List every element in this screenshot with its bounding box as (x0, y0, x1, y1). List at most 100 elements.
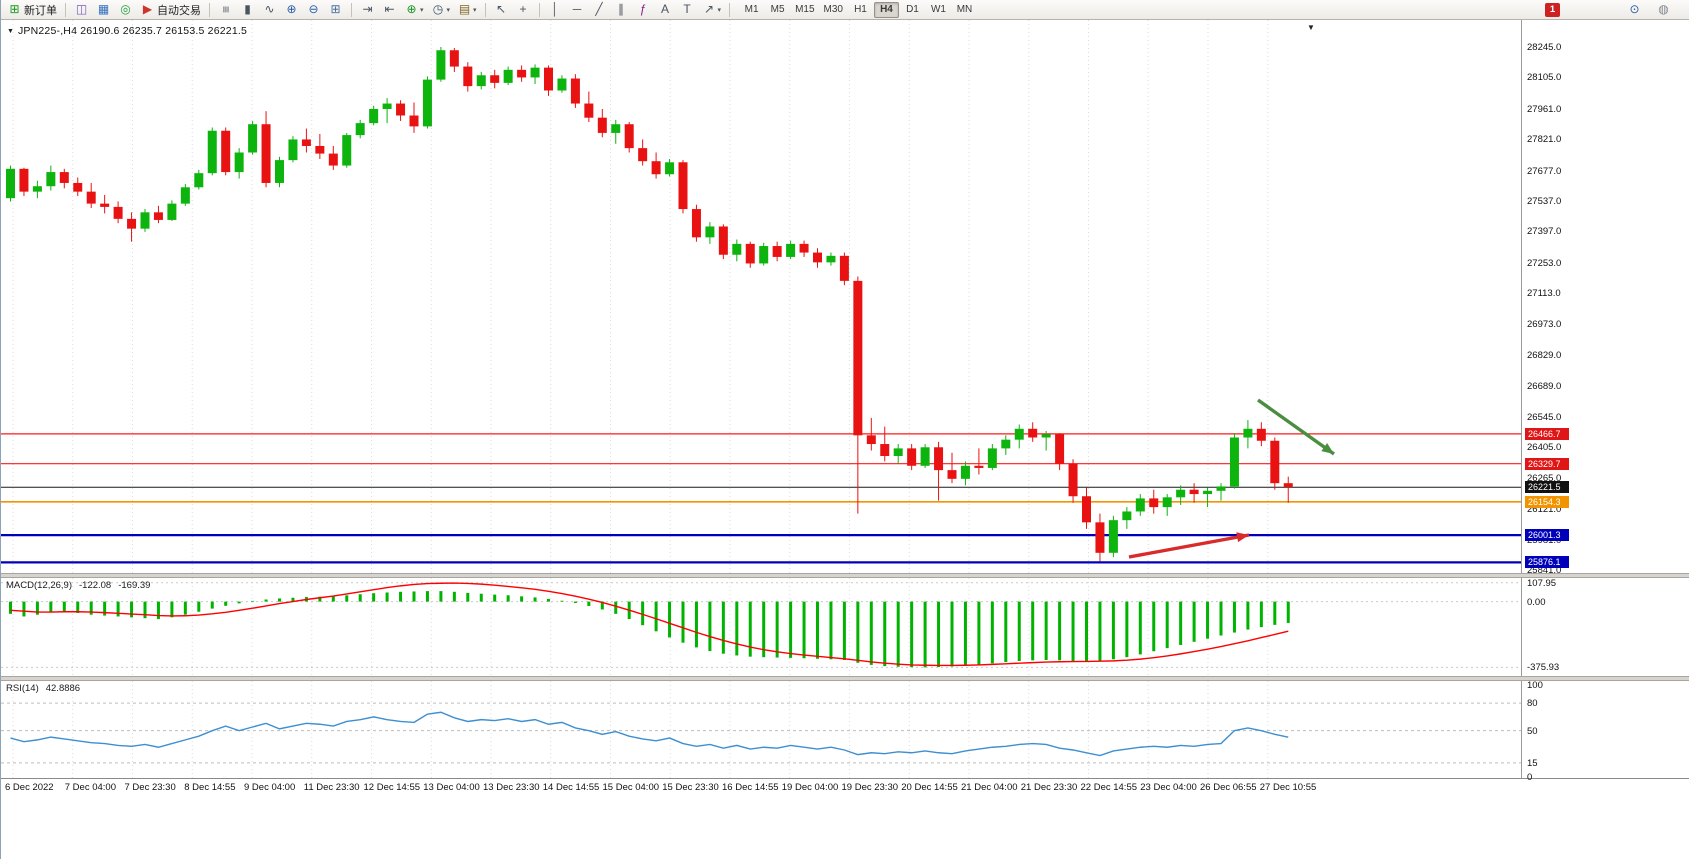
community-icon[interactable]: ◍ (1653, 1, 1674, 19)
rsi-label: RSI(14) 42.8886 (6, 683, 80, 694)
indicators-window-glyph-icon: ◫ (75, 2, 88, 16)
text-glyph-icon: A (661, 2, 670, 16)
panel-splitter[interactable] (1, 676, 1689, 681)
price-axis-tick: 27821.0 (1527, 134, 1562, 146)
chart-shift-glyph-icon: ⇤ (384, 2, 395, 16)
timeframe-m1-button[interactable]: M1 (739, 2, 764, 18)
crosshair-icon[interactable]: + (513, 1, 534, 19)
terminal-icon[interactable]: ◎ (115, 1, 136, 19)
new-order-glyph-icon: ⊞ (9, 2, 20, 16)
fibonacci-glyph-icon: ƒ (639, 2, 647, 16)
uptrend-arrow (1128, 533, 1250, 559)
rsi-axis-tick: 80 (1527, 698, 1538, 710)
time-axis-label: 13 Dec 04:00 (423, 782, 480, 793)
arrows-menu-button[interactable]: ↗ ▾ (699, 1, 725, 19)
time-axis-label: 26 Dec 06:55 (1200, 782, 1257, 793)
autotrading-button[interactable]: ▶ 自动交易 (137, 1, 204, 19)
candles-layer (6, 46, 1293, 562)
new-order-button[interactable]: ⊞ 新订单 (4, 1, 60, 19)
zoom-in-icon[interactable]: ⊕ (281, 1, 302, 19)
tile-windows-icon[interactable]: ⊞ (325, 1, 346, 19)
toolbar-separator (729, 2, 731, 17)
time-axis-label: 7 Dec 23:30 (124, 782, 176, 793)
equidistant-channel-icon[interactable]: ∥ (611, 1, 632, 19)
vertical-line-icon[interactable]: │ (545, 1, 566, 19)
timeframe-w1-button[interactable]: W1 (926, 2, 951, 18)
timeframe-h4-button[interactable]: H4 (873, 1, 899, 18)
window-bottom-area (1, 796, 1689, 859)
notification-badge[interactable]: 1 (1545, 2, 1560, 17)
add-indicator-button[interactable]: ⊕ ▾ (401, 1, 427, 19)
tile-windows-glyph-icon: ⊞ (330, 2, 341, 16)
zoom-out-icon[interactable]: ⊖ (303, 1, 324, 19)
text-label-glyph-icon: T (683, 2, 691, 16)
text-icon[interactable]: A (655, 1, 676, 19)
indicators-window-icon[interactable]: ◫ (71, 1, 92, 19)
macd-levels-layer (1, 582, 1521, 668)
template-menu-button[interactable]: ▤ ▾ (454, 1, 480, 19)
macd-signal-value: -169.39 (118, 580, 151, 591)
rsi-name: RSI(14) (6, 683, 39, 694)
macd-axis-tick: 107.95 (1527, 577, 1557, 589)
time-axis-label: 19 Dec 23:30 (841, 782, 899, 793)
line-chart-type-icon[interactable]: ∿ (259, 1, 280, 19)
price-axis[interactable]: 28245.0 28105.0 27961.0 27821.0 27677.0 27537… (1523, 20, 1689, 576)
trendline-icon[interactable]: ╱ (589, 1, 610, 19)
time-axis-label: 27 Dec 10:55 (1259, 782, 1317, 793)
rsi-levels-layer (1, 702, 1521, 764)
cursor-icon[interactable]: ↖ (491, 1, 512, 19)
dropdown-caret-icon: ▾ (473, 6, 477, 14)
macd-axis: 107.95 0.00 -375.93 (1523, 578, 1689, 676)
time-axis-label: 15 Dec 04:00 (602, 782, 660, 793)
search-icon[interactable]: ⊙ (1624, 1, 1645, 19)
chart-shift-icon[interactable]: ⇤ (379, 1, 400, 19)
macd-name: MACD(12,26,9) (6, 580, 72, 591)
support-price-tag-2: 25876.1 (1525, 556, 1569, 569)
timeframe-d1-button[interactable]: D1 (900, 2, 925, 18)
price-chart-canvas[interactable] (1, 20, 1689, 573)
time-axis[interactable]: 6 Dec 2022 7 Dec 04:00 7 Dec 23:30 8 Dec 14… (1, 778, 1689, 796)
macd-axis-tick: -375.93 (1527, 662, 1560, 674)
fibonacci-icon[interactable]: ƒ (633, 1, 654, 19)
downtrend-arrow (1257, 398, 1335, 456)
vertical-line-glyph-icon: │ (551, 2, 559, 16)
timeframe-m15-button[interactable]: M15 (791, 2, 818, 18)
text-label-icon[interactable]: T (677, 1, 698, 19)
time-axis-label: 21 Dec 04:00 (961, 782, 1018, 793)
toolbar-separator (65, 2, 66, 17)
timeframe-m5-button[interactable]: M5 (765, 2, 790, 18)
collapse-triangle-icon[interactable]: ▼ (7, 27, 14, 35)
auto-scroll-icon[interactable]: ⇥ (357, 1, 378, 19)
timeframe-mn-button[interactable]: MN (952, 2, 977, 18)
time-axis-label: 12 Dec 14:55 (363, 782, 421, 793)
market-watch-icon[interactable]: ▦ (93, 1, 114, 19)
price-axis-tick: 25841.0 (1527, 564, 1562, 576)
shift-end-marker-icon[interactable]: ▼ (1307, 23, 1315, 32)
annotations-layer (1128, 398, 1335, 559)
toolbar-separator (209, 2, 210, 17)
panel-splitter[interactable] (1, 573, 1689, 578)
macd-main-value: -122.08 (79, 580, 112, 591)
toolbar: ⊞ 新订单 ◫ ▦ ◎ ▶ 自动交易 ≡ ▮ ∿ ⊕ ⊖ ⊞ ⇥ ⇤ ⊕ ▾ ◷ ▾ ▤ ▾ ↖ + │ ─ ╱ ∥ ƒ A T ↗ ▾ M1… (1, 0, 1689, 20)
crosshair-glyph-icon: + (519, 2, 527, 16)
timeframe-h1-button[interactable]: H1 (848, 2, 873, 18)
time-axis-label: 8 Dec 14:55 (184, 782, 236, 793)
price-chart-panel[interactable]: ▼ JPN225-,H4 26190.6 26235.7 26153.5 262… (1, 20, 1689, 576)
price-axis-tick: 27961.0 (1527, 103, 1562, 115)
rsi-axis: 100 80 50 15 0 (1523, 680, 1689, 783)
candlestick-type-icon[interactable]: ▮ (237, 1, 258, 19)
price-axis-tick: 26973.0 (1527, 318, 1562, 330)
horizontal-line-icon[interactable]: ─ (567, 1, 588, 19)
macd-panel[interactable]: MACD(12,26,9) -122.08 -169.39 107.95 0.00… (1, 578, 1689, 676)
timeframe-m30-button[interactable]: M30 (820, 2, 847, 18)
rsi-canvas (1, 681, 1522, 778)
time-axis-label: 14 Dec 14:55 (542, 782, 600, 793)
rsi-axis-tick: 50 (1527, 725, 1538, 737)
rsi-panel[interactable]: RSI(14) 42.8886 100 80 50 15 0 (1, 680, 1689, 783)
period-menu-button[interactable]: ◷ ▾ (428, 1, 454, 19)
price-axis-tick: 27397.0 (1527, 226, 1562, 238)
price-axis-tick: 28245.0 (1527, 41, 1562, 53)
bar-chart-type-icon[interactable]: ≡ (215, 1, 236, 19)
cursor-glyph-icon: ↖ (496, 2, 507, 16)
rsi-axis-tick: 0 (1527, 771, 1533, 783)
